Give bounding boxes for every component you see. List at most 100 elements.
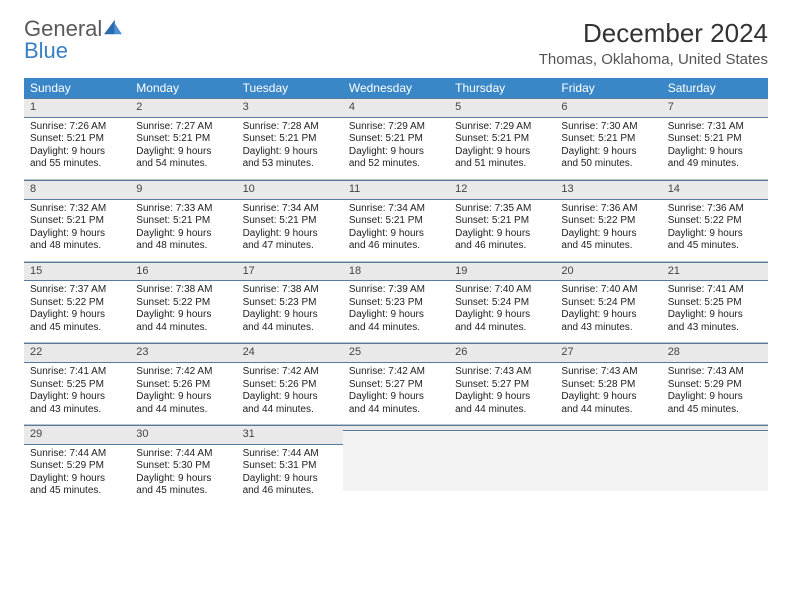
sunrise-line: Sunrise: 7:44 AM <box>243 448 337 461</box>
calendar-cell: 2Sunrise: 7:27 AMSunset: 5:21 PMDaylight… <box>130 98 236 179</box>
sunset-line: Sunset: 5:22 PM <box>30 297 124 310</box>
day-number: 25 <box>343 343 449 363</box>
day-number: 3 <box>237 98 343 118</box>
sunset-line: Sunset: 5:27 PM <box>349 379 443 392</box>
calendar-cell: 17Sunrise: 7:38 AMSunset: 5:23 PMDayligh… <box>237 261 343 343</box>
day-body <box>449 431 555 491</box>
day-number: 28 <box>662 343 768 363</box>
day-number: 30 <box>130 425 236 445</box>
sunset-line: Sunset: 5:27 PM <box>455 379 549 392</box>
calendar-cell: 26Sunrise: 7:43 AMSunset: 5:27 PMDayligh… <box>449 343 555 425</box>
day-number: 4 <box>343 98 449 118</box>
calendar-row: 1Sunrise: 7:26 AMSunset: 5:21 PMDaylight… <box>24 98 768 179</box>
sunset-line: Sunset: 5:29 PM <box>668 379 762 392</box>
calendar-cell: 22Sunrise: 7:41 AMSunset: 5:25 PMDayligh… <box>24 343 130 425</box>
daylight-line: Daylight: 9 hours and 52 minutes. <box>349 146 443 171</box>
daylight-line: Daylight: 9 hours and 55 minutes. <box>30 146 124 171</box>
day-body: Sunrise: 7:29 AMSunset: 5:21 PMDaylight:… <box>449 118 555 179</box>
daylight-line: Daylight: 9 hours and 44 minutes. <box>243 391 337 416</box>
day-body: Sunrise: 7:26 AMSunset: 5:21 PMDaylight:… <box>24 118 130 179</box>
daylight-line: Daylight: 9 hours and 46 minutes. <box>243 473 337 498</box>
daylight-line: Daylight: 9 hours and 44 minutes. <box>349 309 443 334</box>
daylight-line: Daylight: 9 hours and 53 minutes. <box>243 146 337 171</box>
sunrise-line: Sunrise: 7:30 AM <box>561 121 655 134</box>
sunset-line: Sunset: 5:23 PM <box>243 297 337 310</box>
day-body: Sunrise: 7:29 AMSunset: 5:21 PMDaylight:… <box>343 118 449 179</box>
title-block: December 2024 Thomas, Oklahoma, United S… <box>539 18 768 68</box>
header: General Blue December 2024 Thomas, Oklah… <box>24 18 768 68</box>
sunset-line: Sunset: 5:22 PM <box>136 297 230 310</box>
calendar-cell: 11Sunrise: 7:34 AMSunset: 5:21 PMDayligh… <box>343 179 449 261</box>
day-body: Sunrise: 7:42 AMSunset: 5:26 PMDaylight:… <box>130 363 236 424</box>
sunset-line: Sunset: 5:28 PM <box>561 379 655 392</box>
day-body: Sunrise: 7:33 AMSunset: 5:21 PMDaylight:… <box>130 200 236 261</box>
day-number: 6 <box>555 98 661 118</box>
sunrise-line: Sunrise: 7:39 AM <box>349 284 443 297</box>
calendar-cell: 15Sunrise: 7:37 AMSunset: 5:22 PMDayligh… <box>24 261 130 343</box>
calendar-cell-empty <box>449 425 555 506</box>
day-number: 9 <box>130 180 236 200</box>
sunrise-line: Sunrise: 7:34 AM <box>243 203 337 216</box>
day-number: 5 <box>449 98 555 118</box>
day-number: 14 <box>662 180 768 200</box>
calendar-cell: 23Sunrise: 7:42 AMSunset: 5:26 PMDayligh… <box>130 343 236 425</box>
daylight-line: Daylight: 9 hours and 45 minutes. <box>561 228 655 253</box>
daylight-line: Daylight: 9 hours and 43 minutes. <box>30 391 124 416</box>
weekday-header: Wednesday <box>343 78 449 98</box>
calendar-cell: 3Sunrise: 7:28 AMSunset: 5:21 PMDaylight… <box>237 98 343 179</box>
sunset-line: Sunset: 5:25 PM <box>30 379 124 392</box>
day-body: Sunrise: 7:35 AMSunset: 5:21 PMDaylight:… <box>449 200 555 261</box>
sunset-line: Sunset: 5:26 PM <box>136 379 230 392</box>
daylight-line: Daylight: 9 hours and 50 minutes. <box>561 146 655 171</box>
day-body: Sunrise: 7:39 AMSunset: 5:23 PMDaylight:… <box>343 281 449 342</box>
daylight-line: Daylight: 9 hours and 43 minutes. <box>668 309 762 334</box>
calendar-cell: 4Sunrise: 7:29 AMSunset: 5:21 PMDaylight… <box>343 98 449 179</box>
day-body: Sunrise: 7:31 AMSunset: 5:21 PMDaylight:… <box>662 118 768 179</box>
sunrise-line: Sunrise: 7:43 AM <box>455 366 549 379</box>
weekday-header: Saturday <box>662 78 768 98</box>
day-number: 19 <box>449 262 555 282</box>
sunrise-line: Sunrise: 7:31 AM <box>668 121 762 134</box>
day-body: Sunrise: 7:42 AMSunset: 5:26 PMDaylight:… <box>237 363 343 424</box>
sunset-line: Sunset: 5:21 PM <box>136 215 230 228</box>
sunrise-line: Sunrise: 7:27 AM <box>136 121 230 134</box>
day-number: 17 <box>237 262 343 282</box>
day-body: Sunrise: 7:41 AMSunset: 5:25 PMDaylight:… <box>662 281 768 342</box>
sunset-line: Sunset: 5:21 PM <box>243 215 337 228</box>
day-number: 1 <box>24 98 130 118</box>
calendar-cell: 20Sunrise: 7:40 AMSunset: 5:24 PMDayligh… <box>555 261 661 343</box>
daylight-line: Daylight: 9 hours and 44 minutes. <box>136 309 230 334</box>
day-body <box>343 431 449 491</box>
daylight-line: Daylight: 9 hours and 44 minutes. <box>243 309 337 334</box>
brand-part2: Blue <box>24 38 68 63</box>
daylight-line: Daylight: 9 hours and 48 minutes. <box>136 228 230 253</box>
calendar-cell: 13Sunrise: 7:36 AMSunset: 5:22 PMDayligh… <box>555 179 661 261</box>
sunset-line: Sunset: 5:21 PM <box>136 133 230 146</box>
day-body: Sunrise: 7:38 AMSunset: 5:23 PMDaylight:… <box>237 281 343 342</box>
calendar-cell: 8Sunrise: 7:32 AMSunset: 5:21 PMDaylight… <box>24 179 130 261</box>
sunset-line: Sunset: 5:21 PM <box>30 133 124 146</box>
daylight-line: Daylight: 9 hours and 45 minutes. <box>668 228 762 253</box>
daylight-line: Daylight: 9 hours and 44 minutes. <box>561 391 655 416</box>
sunrise-line: Sunrise: 7:42 AM <box>136 366 230 379</box>
day-number: 15 <box>24 262 130 282</box>
daylight-line: Daylight: 9 hours and 46 minutes. <box>455 228 549 253</box>
day-body: Sunrise: 7:34 AMSunset: 5:21 PMDaylight:… <box>343 200 449 261</box>
day-body: Sunrise: 7:36 AMSunset: 5:22 PMDaylight:… <box>555 200 661 261</box>
calendar-cell: 29Sunrise: 7:44 AMSunset: 5:29 PMDayligh… <box>24 425 130 506</box>
calendar-cell: 6Sunrise: 7:30 AMSunset: 5:21 PMDaylight… <box>555 98 661 179</box>
day-number: 18 <box>343 262 449 282</box>
weekday-header: Sunday <box>24 78 130 98</box>
day-body: Sunrise: 7:40 AMSunset: 5:24 PMDaylight:… <box>555 281 661 342</box>
weekday-header: Friday <box>555 78 661 98</box>
day-body: Sunrise: 7:43 AMSunset: 5:28 PMDaylight:… <box>555 363 661 424</box>
day-body: Sunrise: 7:43 AMSunset: 5:27 PMDaylight:… <box>449 363 555 424</box>
sunset-line: Sunset: 5:21 PM <box>243 133 337 146</box>
day-body: Sunrise: 7:44 AMSunset: 5:30 PMDaylight:… <box>130 445 236 506</box>
sunrise-line: Sunrise: 7:40 AM <box>561 284 655 297</box>
brand-logo: General Blue <box>24 18 124 62</box>
day-number: 23 <box>130 343 236 363</box>
sunrise-line: Sunrise: 7:37 AM <box>30 284 124 297</box>
daylight-line: Daylight: 9 hours and 46 minutes. <box>349 228 443 253</box>
sunset-line: Sunset: 5:21 PM <box>668 133 762 146</box>
